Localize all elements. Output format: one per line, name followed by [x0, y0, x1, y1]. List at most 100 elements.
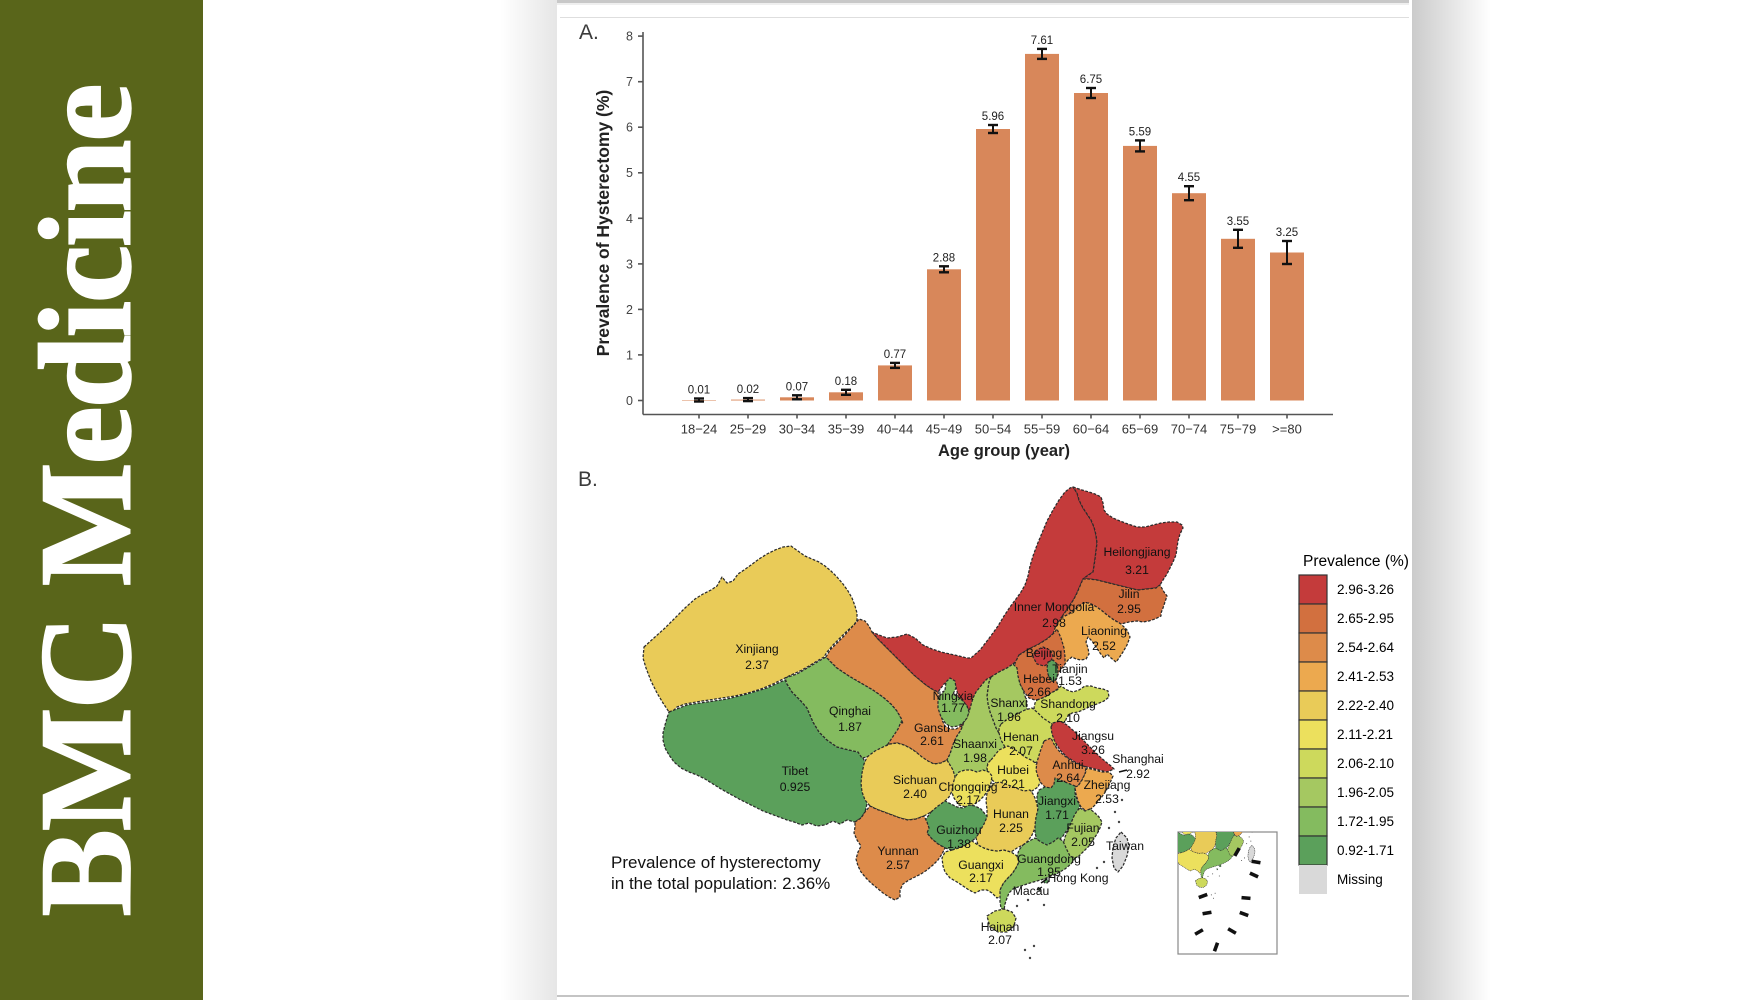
svg-text:2.88: 2.88	[933, 252, 955, 264]
svg-text:2.17: 2.17	[969, 871, 993, 885]
svg-text:Age group (year): Age group (year)	[938, 442, 1070, 460]
svg-text:0.77: 0.77	[884, 349, 906, 361]
svg-text:Hong Kong: Hong Kong	[1048, 871, 1109, 885]
svg-text:1.38: 1.38	[947, 837, 971, 851]
svg-text:Anhui: Anhui	[1052, 758, 1083, 772]
svg-text:Liaoning: Liaoning	[1081, 624, 1127, 638]
svg-text:4.55: 4.55	[1178, 172, 1200, 184]
svg-text:Henan: Henan	[1003, 730, 1039, 744]
svg-text:0.92-1.71: 0.92-1.71	[1337, 843, 1394, 858]
svg-text:1.53: 1.53	[1058, 674, 1082, 688]
svg-text:>=80: >=80	[1272, 422, 1302, 437]
svg-text:Shanghai: Shanghai	[1112, 752, 1164, 766]
svg-text:2.53: 2.53	[1095, 792, 1119, 806]
svg-text:2.98: 2.98	[1042, 616, 1066, 630]
svg-text:6.75: 6.75	[1080, 74, 1102, 86]
svg-text:2.64: 2.64	[1056, 771, 1080, 785]
svg-text:Shaanxi: Shaanxi	[953, 737, 997, 751]
svg-text:B.: B.	[578, 468, 598, 491]
svg-text:Shanxi: Shanxi	[990, 696, 1027, 710]
svg-text:55−59: 55−59	[1024, 422, 1061, 437]
svg-text:2.66: 2.66	[1027, 685, 1051, 699]
svg-text:Prevalence (%): Prevalence (%)	[1303, 553, 1409, 570]
svg-text:0.925: 0.925	[780, 780, 811, 794]
svg-text:2.17: 2.17	[956, 793, 980, 807]
svg-text:Taiwan: Taiwan	[1106, 839, 1144, 853]
svg-text:2.40: 2.40	[903, 787, 927, 801]
svg-text:2.06-2.10: 2.06-2.10	[1337, 756, 1394, 771]
svg-text:1.98: 1.98	[963, 751, 987, 765]
svg-text:7: 7	[626, 75, 633, 89]
svg-text:Guangdong: Guangdong	[1017, 852, 1081, 866]
svg-text:1.96: 1.96	[997, 710, 1021, 724]
svg-text:5: 5	[626, 166, 633, 180]
svg-text:40−44: 40−44	[877, 422, 914, 437]
svg-text:0.18: 0.18	[835, 376, 857, 388]
svg-text:2.21: 2.21	[1001, 777, 1025, 791]
svg-text:Hunan: Hunan	[993, 807, 1029, 821]
svg-text:Chongqing: Chongqing	[939, 780, 998, 794]
svg-text:3: 3	[626, 257, 633, 271]
svg-text:75−79: 75−79	[1220, 422, 1257, 437]
svg-text:Beijing: Beijing	[1026, 646, 1063, 660]
svg-text:Prevalence of Hysterectomy (%): Prevalence of Hysterectomy (%)	[593, 90, 613, 357]
svg-text:30−34: 30−34	[779, 422, 816, 437]
svg-text:5.96: 5.96	[982, 111, 1004, 123]
svg-text:70−74: 70−74	[1171, 422, 1208, 437]
svg-text:0: 0	[626, 394, 633, 408]
svg-text:2.22-2.40: 2.22-2.40	[1337, 698, 1394, 713]
svg-text:Shandong: Shandong	[1040, 697, 1096, 711]
svg-text:Tibet: Tibet	[782, 764, 809, 778]
svg-text:8: 8	[626, 30, 633, 44]
svg-text:1.87: 1.87	[838, 720, 862, 734]
svg-text:Tianjin: Tianjin	[1052, 662, 1087, 676]
svg-text:2.07: 2.07	[1009, 744, 1033, 758]
svg-text:65−69: 65−69	[1122, 422, 1159, 437]
svg-text:45−49: 45−49	[926, 422, 963, 437]
svg-text:Yunnan: Yunnan	[877, 844, 918, 858]
svg-text:Jiangsu: Jiangsu	[1072, 729, 1114, 743]
svg-text:in the total population: 2.36%: in the total population: 2.36%	[611, 874, 830, 893]
svg-text:Jiangxi: Jiangxi	[1038, 794, 1076, 808]
svg-text:2.54-2.64: 2.54-2.64	[1337, 640, 1395, 655]
svg-text:0.01: 0.01	[688, 385, 710, 397]
svg-text:Hebei: Hebei	[1023, 672, 1055, 686]
svg-text:Xinjiang: Xinjiang	[735, 642, 778, 656]
svg-text:2.95: 2.95	[1117, 602, 1141, 616]
svg-text:2.25: 2.25	[999, 821, 1023, 835]
svg-text:6: 6	[626, 121, 633, 135]
svg-text:2: 2	[626, 303, 633, 317]
svg-text:3.26: 3.26	[1081, 743, 1105, 757]
svg-text:2.65-2.95: 2.65-2.95	[1337, 611, 1394, 626]
svg-text:Sichuan: Sichuan	[893, 773, 937, 787]
svg-text:Guangxi: Guangxi	[958, 858, 1003, 872]
svg-text:2.05: 2.05	[1071, 835, 1095, 849]
svg-text:60−64: 60−64	[1073, 422, 1110, 437]
svg-text:Fujian: Fujian	[1066, 821, 1099, 835]
svg-text:1.96-2.05: 1.96-2.05	[1337, 785, 1394, 800]
svg-text:2.57: 2.57	[886, 858, 910, 872]
svg-text:2.41-2.53: 2.41-2.53	[1337, 669, 1394, 684]
svg-text:2.11-2.21: 2.11-2.21	[1337, 727, 1393, 742]
svg-text:5.59: 5.59	[1129, 126, 1151, 138]
svg-text:2.92: 2.92	[1126, 767, 1150, 781]
svg-text:Missing: Missing	[1337, 872, 1383, 887]
svg-text:Heilongjiang: Heilongjiang	[1103, 545, 1170, 559]
svg-text:18−24: 18−24	[681, 422, 718, 437]
svg-text:Hainan: Hainan	[981, 920, 1020, 934]
svg-text:Hubei: Hubei	[997, 763, 1029, 777]
svg-text:A.: A.	[579, 21, 599, 44]
svg-text:Gansu: Gansu	[914, 721, 950, 735]
svg-text:2.10: 2.10	[1056, 711, 1080, 725]
svg-text:1.95: 1.95	[1037, 865, 1061, 879]
svg-text:2.37: 2.37	[745, 658, 769, 672]
svg-text:50−54: 50−54	[975, 422, 1012, 437]
svg-text:Inner Mongolia: Inner Mongolia	[1014, 600, 1095, 614]
svg-text:0.02: 0.02	[737, 384, 759, 396]
svg-text:2.96-3.26: 2.96-3.26	[1337, 582, 1394, 597]
svg-text:Ningxia: Ningxia	[933, 689, 974, 703]
svg-text:2.52: 2.52	[1092, 639, 1116, 653]
svg-text:Prevalence of hysterectomy: Prevalence of hysterectomy	[611, 853, 821, 872]
svg-text:7.61: 7.61	[1031, 35, 1053, 47]
svg-text:3.55: 3.55	[1227, 216, 1249, 228]
